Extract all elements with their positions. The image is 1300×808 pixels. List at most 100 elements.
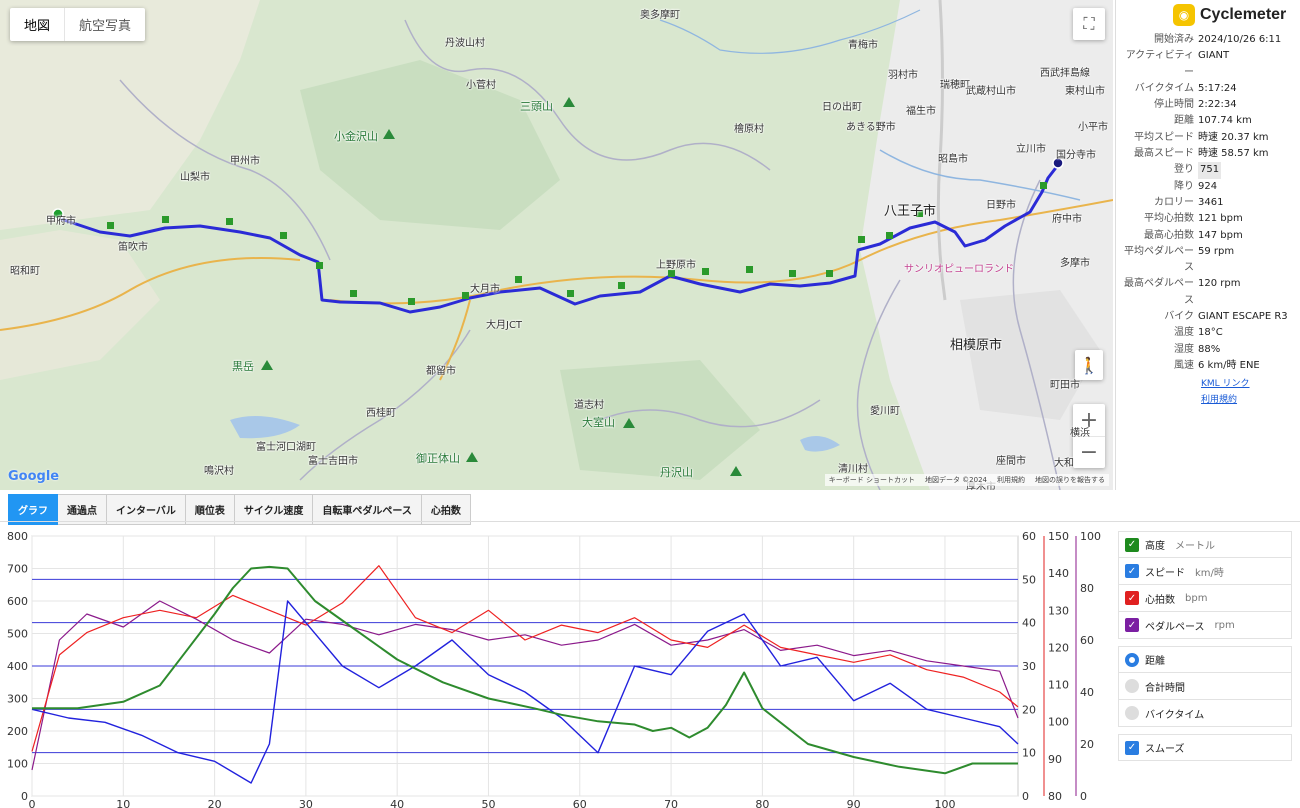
stat-value-text: 107.74 km xyxy=(1198,115,1252,127)
route-start-marker[interactable] xyxy=(52,208,64,220)
stat-value: 2024/10/26 6:11 xyxy=(1198,32,1300,48)
tab-heart-rate[interactable]: 心拍数 xyxy=(421,494,471,525)
stat-value: 3461 xyxy=(1198,195,1300,211)
speed-tick-label: 40 xyxy=(1022,617,1036,630)
tab-cycle-speed[interactable]: サイクル速度 xyxy=(234,494,314,525)
map-place-label: 青梅市 xyxy=(848,40,878,51)
kml-link[interactable]: KML リンク xyxy=(1201,379,1250,390)
stat-row: 平均心拍数 121 bpm xyxy=(1116,211,1300,227)
route-line xyxy=(56,163,1060,314)
axis-option-label: バイクタイム xyxy=(1145,709,1205,721)
stat-value-text: 時速 20.37 km xyxy=(1198,131,1269,143)
stat-label: 最高心拍数 xyxy=(1144,229,1194,241)
stat-label: カロリー xyxy=(1154,196,1194,208)
legend-axis-option[interactable]: 距離 xyxy=(1118,646,1292,673)
stat-value-text: 5:17:24 xyxy=(1198,82,1237,94)
zoom-in-button[interactable]: + xyxy=(1079,407,1099,433)
map-place-label: 丹波山村 xyxy=(445,38,485,49)
map-type-map-button[interactable]: 地図 xyxy=(24,19,51,34)
legend-axis-option[interactable]: バイクタイム xyxy=(1118,700,1292,727)
stat-value-text: 2:22:34 xyxy=(1198,99,1237,111)
stat-row: 降り 924 xyxy=(1116,179,1300,195)
legend-series-name: 心拍数 xyxy=(1145,594,1175,606)
map-place-label: 日野市 xyxy=(986,200,1016,211)
keyboard-shortcuts-link[interactable]: キーボード ショートカット xyxy=(828,476,915,484)
heart-rate-tick-label: 120 xyxy=(1048,641,1069,654)
route-end-marker[interactable] xyxy=(1052,157,1064,169)
legend-series-name: ペダルペース xyxy=(1145,621,1205,633)
tab-graph[interactable]: グラフ xyxy=(8,494,58,525)
tab-intervals[interactable]: インターバル xyxy=(107,494,186,525)
stat-row: バイク GIANT ESCAPE R3 xyxy=(1116,309,1300,325)
map-terms-link[interactable]: 利用規約 xyxy=(997,476,1025,484)
map-place-label: 大月市 xyxy=(470,284,500,295)
legend-item-series[interactable]: ✓ スピード km/時 xyxy=(1118,558,1292,585)
x-tick-label: 30 xyxy=(299,798,313,808)
terms-link[interactable]: 利用規約 xyxy=(1201,395,1238,406)
heart-rate-tick-label: 90 xyxy=(1048,753,1062,766)
map-place-label: 道志村 xyxy=(574,400,604,411)
stat-value-text: 6 km/時 ENE xyxy=(1198,359,1260,371)
map-type-satellite-button[interactable]: 航空写真 xyxy=(64,8,145,41)
stat-label: バイクタイム xyxy=(1134,82,1194,94)
tab-divider xyxy=(0,521,1300,522)
elevation-tick-label: 700 xyxy=(7,563,28,576)
stat-row: アクティビティー GIANT xyxy=(1116,48,1300,81)
stat-label: 風速 xyxy=(1174,359,1194,371)
ride-chart[interactable]: 0 10 20 30 40 50 60 70 80 90 100 0 100 200 300 400 500 60… xyxy=(0,526,1110,808)
legend-axis-option[interactable]: 合計時間 xyxy=(1118,673,1292,700)
map-place-label: 武蔵村山市 xyxy=(966,86,1016,97)
map-place-label: 東村山市 xyxy=(1065,86,1105,97)
stat-value: 2:22:34 xyxy=(1198,97,1300,113)
stat-value: 120 rpm xyxy=(1198,276,1300,309)
elevation-tick-label: 600 xyxy=(7,595,28,608)
speed-tick-label: 60 xyxy=(1022,530,1036,543)
street-view-pegman-icon[interactable]: 🚶 xyxy=(1075,350,1103,380)
radio-icon xyxy=(1125,679,1139,693)
stat-value-text: 3461 xyxy=(1198,196,1224,208)
stat-row: 最高スピード 時速 58.57 km xyxy=(1116,146,1300,162)
stat-row: 温度 18°C xyxy=(1116,325,1300,341)
route-map[interactable]: 地図 航空写真 ⛶ 🚶 + − 奥多摩町 丹波山村 小菅村 青梅市 羽村市 瑞穂町 武蔵村山… xyxy=(0,0,1113,490)
checkbox-checked-icon: ✓ xyxy=(1125,591,1139,605)
stat-value: GIANT xyxy=(1198,48,1300,81)
elevation-tick-label: 800 xyxy=(7,530,28,543)
map-place-label: 横浜 xyxy=(1070,428,1090,439)
legend-item-series[interactable]: ✓ 心拍数 bpm xyxy=(1118,585,1292,612)
stat-value: 751 xyxy=(1198,162,1300,179)
map-place-label: 瑞穂町 xyxy=(940,80,970,91)
smooth-toggle[interactable]: ✓ スムーズ xyxy=(1118,734,1292,761)
tab-pedal-cadence[interactable]: 自転車ペダルペース xyxy=(313,494,422,525)
fullscreen-icon[interactable]: ⛶ xyxy=(1073,8,1105,40)
report-map-error-link[interactable]: 地図の誤りを報告する xyxy=(1035,476,1105,484)
map-data-credit: 地図データ ©2024 xyxy=(924,476,987,484)
stat-value: 924 xyxy=(1198,179,1300,195)
map-place-label: 富士吉田市 xyxy=(308,456,358,467)
stat-row: 最高ペダルペース 120 rpm xyxy=(1116,276,1300,309)
elevation-tick-label: 100 xyxy=(7,758,28,771)
legend-item-series[interactable]: ✓ 高度 メートル xyxy=(1118,531,1292,558)
zoom-out-button[interactable]: − xyxy=(1073,436,1105,468)
tab-waypoints[interactable]: 通過点 xyxy=(58,494,107,525)
cadence-tick-label: 100 xyxy=(1080,530,1101,543)
x-tick-label: 80 xyxy=(755,798,769,808)
elevation-tick-label: 500 xyxy=(7,628,28,641)
smooth-checkbox-icon: ✓ xyxy=(1125,740,1139,755)
map-place-label: 御正体山 xyxy=(416,452,460,465)
speed-tick-label: 0 xyxy=(1022,790,1029,803)
stat-value: 88% xyxy=(1198,342,1300,358)
side-links: KML リンク 利用規約 xyxy=(1201,376,1300,408)
stat-value: 121 bpm xyxy=(1198,211,1300,227)
chart-tabs: グラフ 通過点 インターバル 順位表 サイクル速度 自転車ペダルペース 心拍数 xyxy=(8,494,471,525)
cadence-tick-label: 80 xyxy=(1080,582,1094,595)
radio-icon xyxy=(1125,652,1139,667)
map-place-label: 大室山 xyxy=(582,416,615,429)
legend-series-name: スピード xyxy=(1145,567,1185,579)
legend-item-series[interactable]: ✓ ペダルペース rpm xyxy=(1118,612,1292,639)
tab-rankings[interactable]: 順位表 xyxy=(185,494,235,525)
map-place-label: 檜原村 xyxy=(734,124,764,135)
map-place-label: 立川市 xyxy=(1016,144,1046,155)
checkbox-checked-icon: ✓ xyxy=(1125,537,1139,552)
x-tick-label: 20 xyxy=(208,798,222,808)
